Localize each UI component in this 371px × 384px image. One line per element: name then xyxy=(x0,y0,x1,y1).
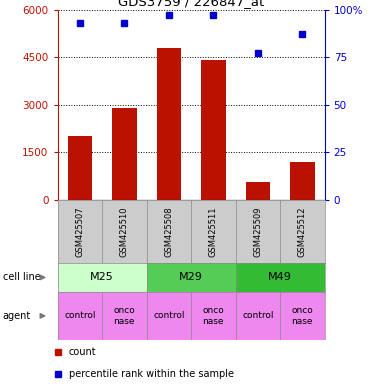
Text: control: control xyxy=(64,311,95,320)
Text: onco
nase: onco nase xyxy=(292,306,313,326)
Text: agent: agent xyxy=(3,311,31,321)
Text: M25: M25 xyxy=(90,272,114,283)
Text: GSM425508: GSM425508 xyxy=(164,206,173,257)
Text: GSM425512: GSM425512 xyxy=(298,206,307,257)
Text: M29: M29 xyxy=(179,272,203,283)
Bar xyxy=(246,182,270,200)
Text: cell line: cell line xyxy=(3,272,40,283)
Text: GSM425507: GSM425507 xyxy=(75,206,84,257)
Bar xyxy=(157,48,181,200)
Text: GSM425511: GSM425511 xyxy=(209,206,218,257)
Bar xyxy=(112,108,137,200)
Text: control: control xyxy=(242,311,273,320)
Bar xyxy=(290,162,315,200)
Text: count: count xyxy=(69,347,96,357)
Bar xyxy=(68,136,92,200)
Text: onco
nase: onco nase xyxy=(114,306,135,326)
Text: GSM425510: GSM425510 xyxy=(120,206,129,257)
Text: percentile rank within the sample: percentile rank within the sample xyxy=(69,369,234,379)
Text: onco
nase: onco nase xyxy=(203,306,224,326)
Text: GSM425509: GSM425509 xyxy=(253,206,262,257)
Text: control: control xyxy=(153,311,184,320)
Bar xyxy=(201,60,226,200)
Text: M49: M49 xyxy=(268,272,292,283)
Title: GDS3759 / 226847_at: GDS3759 / 226847_at xyxy=(118,0,264,8)
